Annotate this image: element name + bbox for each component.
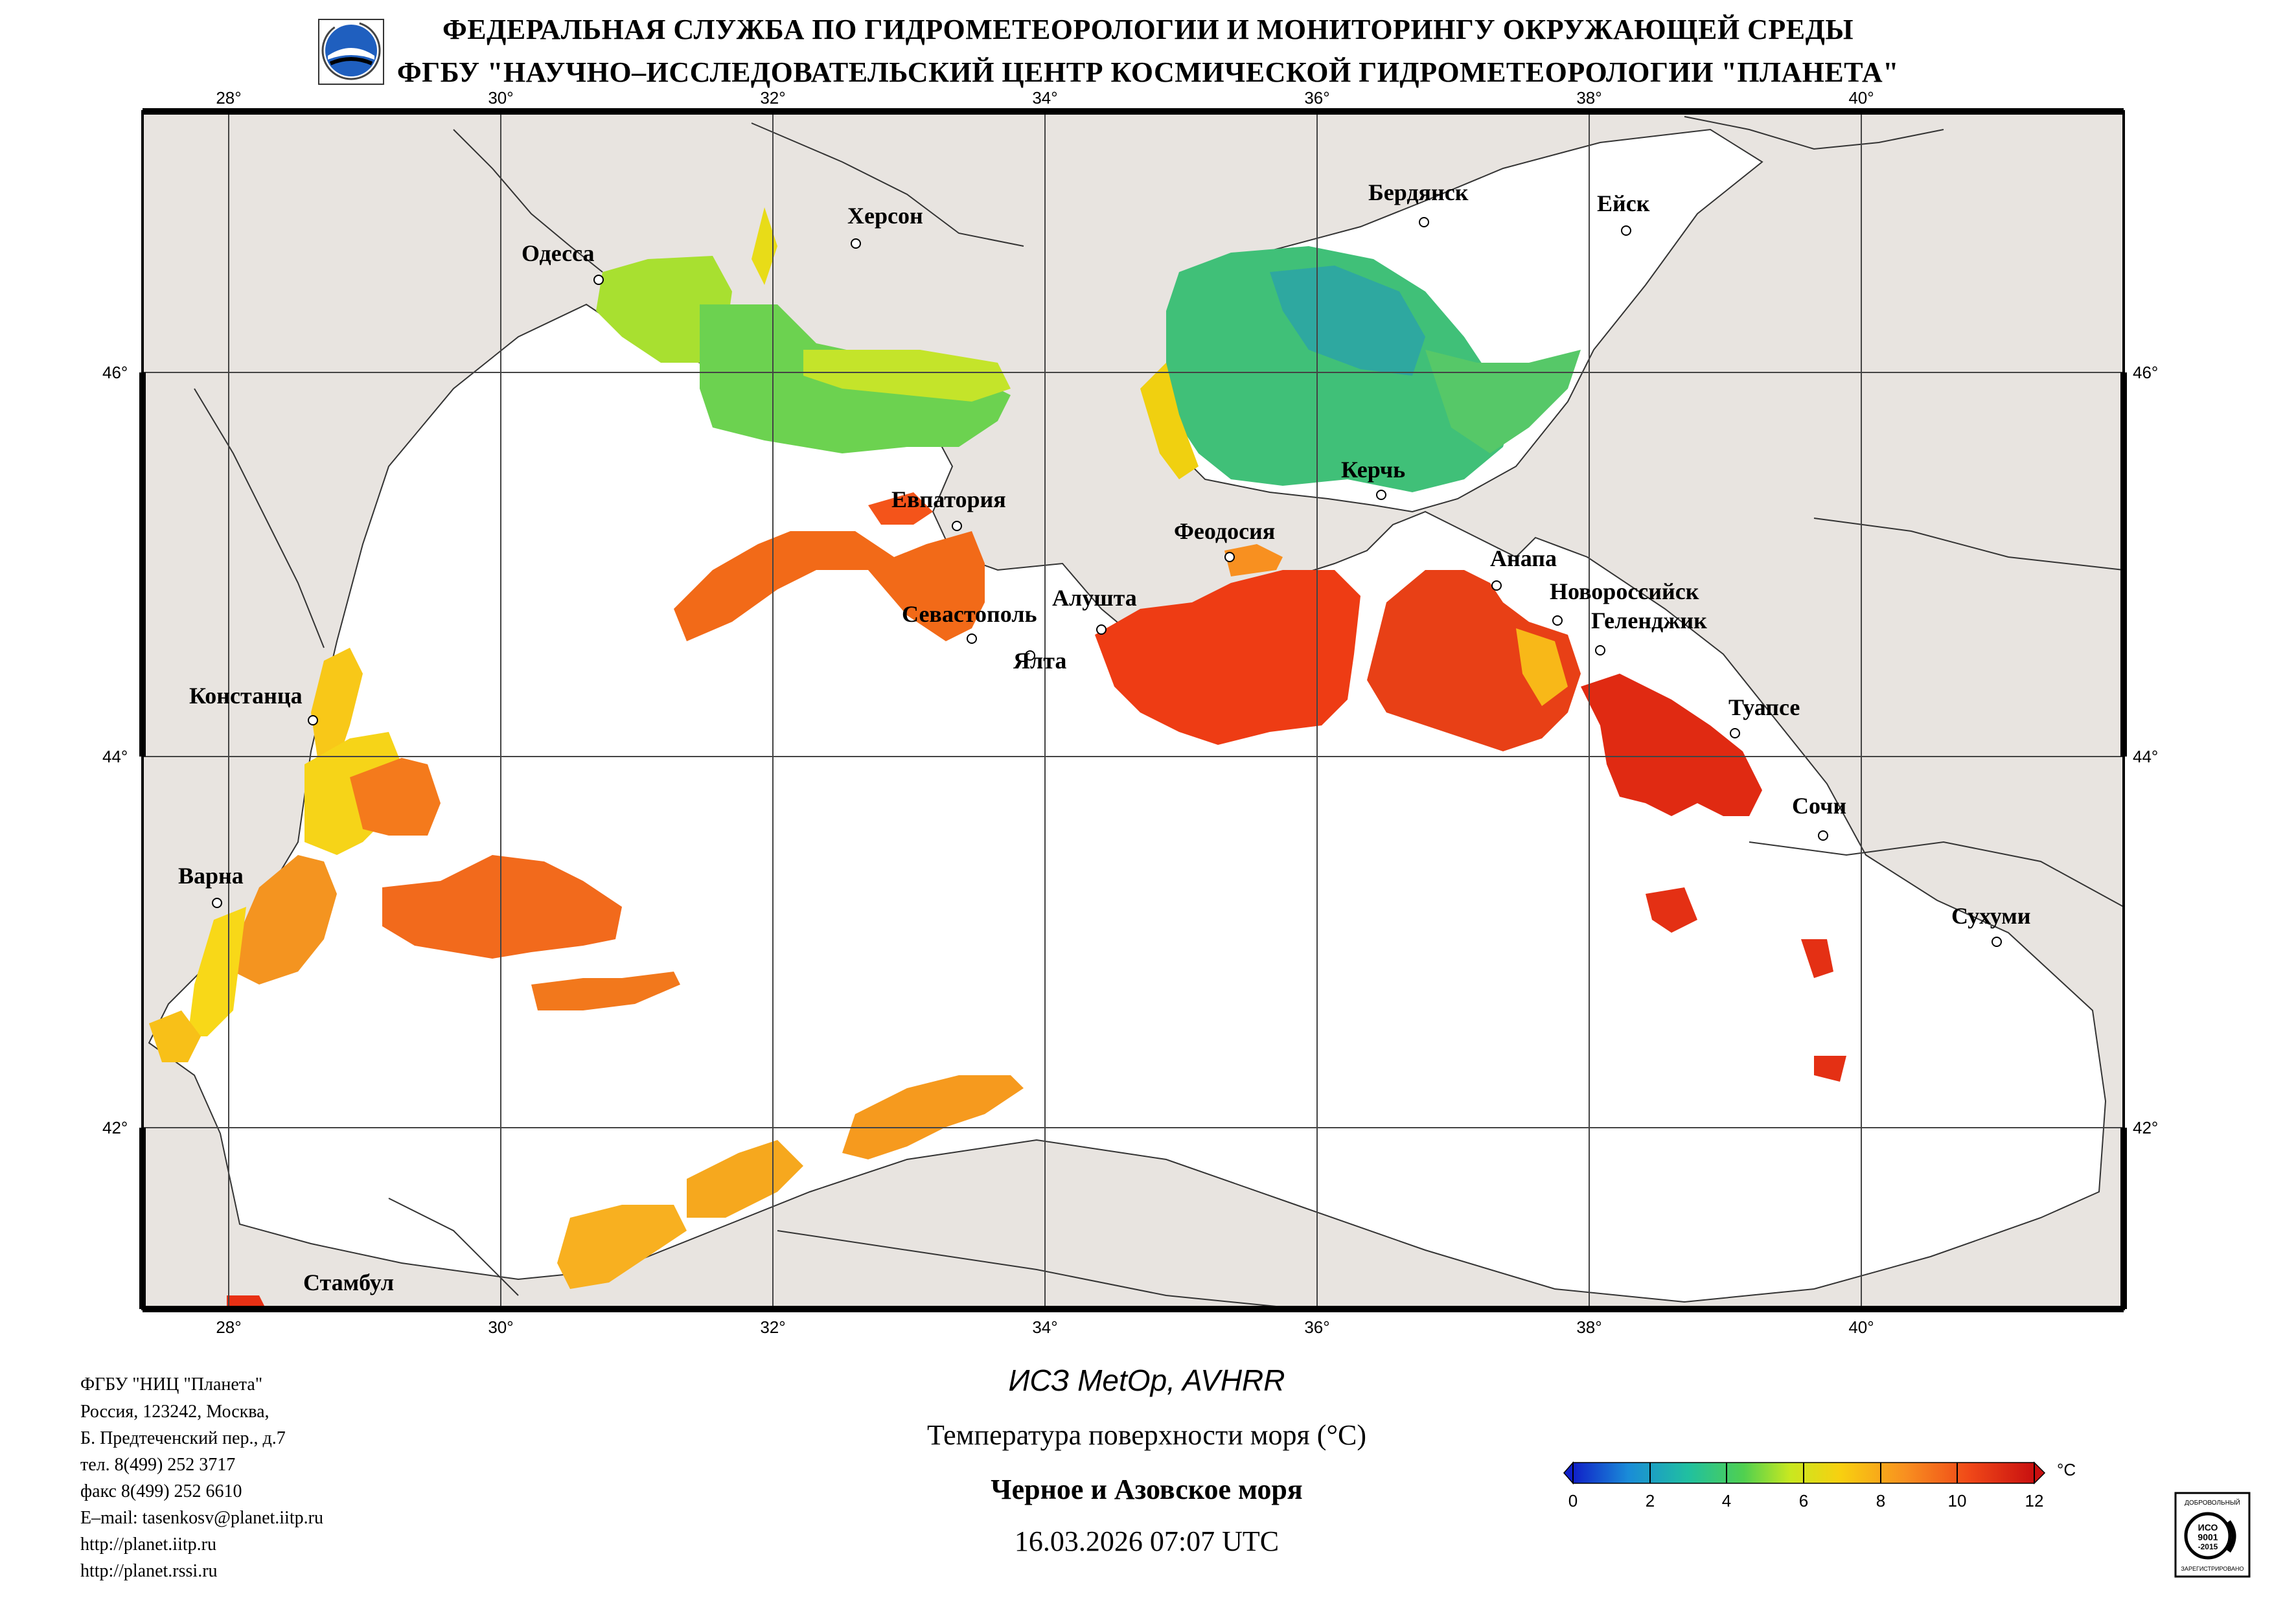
city-label: Бердянск <box>1368 179 1469 205</box>
colorbar-tick: 6 <box>1799 1491 1808 1510</box>
lon-label-bottom: 40° <box>1848 1317 1874 1337</box>
city-label: Херсон <box>847 203 923 229</box>
header-line-1: ФЕДЕРАЛЬНАЯ СЛУЖБА ПО ГИДРОМЕТЕОРОЛОГИИ … <box>442 14 1854 45</box>
lon-label-top: 36° <box>1304 88 1329 108</box>
lat-label-left: 44° <box>102 747 128 766</box>
lon-label-top: 30° <box>488 88 513 108</box>
contact-line: ФГБУ "НИЦ "Планета" <box>80 1374 263 1395</box>
colorbar-tick: 4 <box>1722 1491 1731 1510</box>
coastlines <box>194 116 2124 1309</box>
lat-label-left: 42° <box>102 1118 128 1137</box>
lon-label-bottom: 34° <box>1032 1317 1057 1337</box>
lat-label-right: 46° <box>2133 363 2158 382</box>
city-label: Геленджик <box>1591 608 1707 633</box>
lon-label-bottom: 32° <box>760 1317 785 1337</box>
city-label: Анапа <box>1490 545 1557 571</box>
colorbar-unit: °C <box>2057 1460 2076 1479</box>
city-label: Стамбул <box>303 1270 394 1295</box>
contact-line: Б. Предтеченский пер., д.7 <box>80 1428 286 1448</box>
contact-line: E–mail: tasenkosv@planet.iitp.ru <box>80 1508 323 1528</box>
city-label: Туапсе <box>1728 694 1800 720</box>
svg-text:9001: 9001 <box>2198 1532 2218 1542</box>
contact-line: факс 8(499) 252 6610 <box>80 1481 242 1501</box>
satellite-title: ИСЗ MetOp, AVHRR <box>1008 1363 1285 1397</box>
lon-label-top: 32° <box>760 88 785 108</box>
lat-label-right: 44° <box>2133 747 2158 766</box>
contact-line: тел. 8(499) 252 3717 <box>80 1455 236 1475</box>
city-label: Варна <box>178 863 244 889</box>
lon-label-bottom: 38° <box>1576 1317 1601 1337</box>
lon-label-top: 40° <box>1848 88 1874 108</box>
colorbar-tick: 8 <box>1876 1491 1885 1510</box>
lon-label-top: 34° <box>1032 88 1057 108</box>
sst-data-layer <box>149 207 1846 1308</box>
lat-label-left: 46° <box>102 363 128 382</box>
contact-line: Россия, 123242, Москва, <box>80 1402 270 1422</box>
product-title: Температура поверхности моря (°C) <box>926 1419 1367 1451</box>
iso-certification-badge-icon: ДОБРОВОЛЬНЫЙ ИСО 9001 -2015 ЗАРЕГИСТРИРО… <box>2174 1492 2251 1578</box>
city-label: Новороссийск <box>1550 578 1699 604</box>
city-label: Феодосия <box>1174 518 1275 544</box>
contact-line: http://planet.iitp.ru <box>80 1534 216 1555</box>
svg-text:ДОБРОВОЛЬНЫЙ: ДОБРОВОЛЬНЫЙ <box>2185 1498 2240 1507</box>
svg-text:-2015: -2015 <box>2198 1542 2218 1551</box>
colorbar-tick: 0 <box>1568 1491 1578 1510</box>
planeta-logo-icon <box>318 19 384 85</box>
colorbar-tick: 2 <box>1646 1491 1655 1510</box>
contact-line: http://planet.rssi.ru <box>80 1561 218 1581</box>
city-label: Одесса <box>522 240 595 266</box>
svg-text:ИСО: ИСО <box>2198 1522 2218 1533</box>
colorbar-tick: 10 <box>1948 1491 1967 1510</box>
lon-label-top: 38° <box>1576 88 1601 108</box>
city-label: Алушта <box>1052 585 1137 611</box>
lat-label-right: 42° <box>2133 1118 2158 1137</box>
header-line-2: ФГБУ "НАУЧНО–ИССЛЕДОВАТЕЛЬСКИЙ ЦЕНТР КОС… <box>396 56 1900 88</box>
colorbar: 0 2 4 6 8 10 12 °C <box>1563 1460 2076 1510</box>
city-label: Керчь <box>1341 457 1405 483</box>
colorbar-tick: 12 <box>2025 1491 2044 1510</box>
lon-label-bottom: 36° <box>1304 1317 1329 1337</box>
city-label: Констанца <box>189 683 303 709</box>
city-label: Сухуми <box>1951 903 2031 929</box>
city-label: Сочи <box>1792 793 1846 819</box>
svg-text:ЗАРЕГИСТРИРОВАНО: ЗАРЕГИСТРИРОВАНО <box>2181 1566 2244 1572</box>
lon-label-top: 28° <box>216 88 241 108</box>
lon-label-bottom: 30° <box>488 1317 513 1337</box>
city-label: Ялта <box>1013 648 1066 674</box>
city-label: Ейск <box>1597 190 1650 216</box>
datetime: 16.03.2026 07:07 UTC <box>1014 1525 1280 1557</box>
region-title: Черное и Азовское моря <box>991 1474 1303 1505</box>
graticule <box>143 111 2124 1309</box>
city-label: Севастополь <box>902 601 1037 627</box>
lon-label-bottom: 28° <box>216 1317 241 1337</box>
city-label: Евпатория <box>891 486 1006 512</box>
